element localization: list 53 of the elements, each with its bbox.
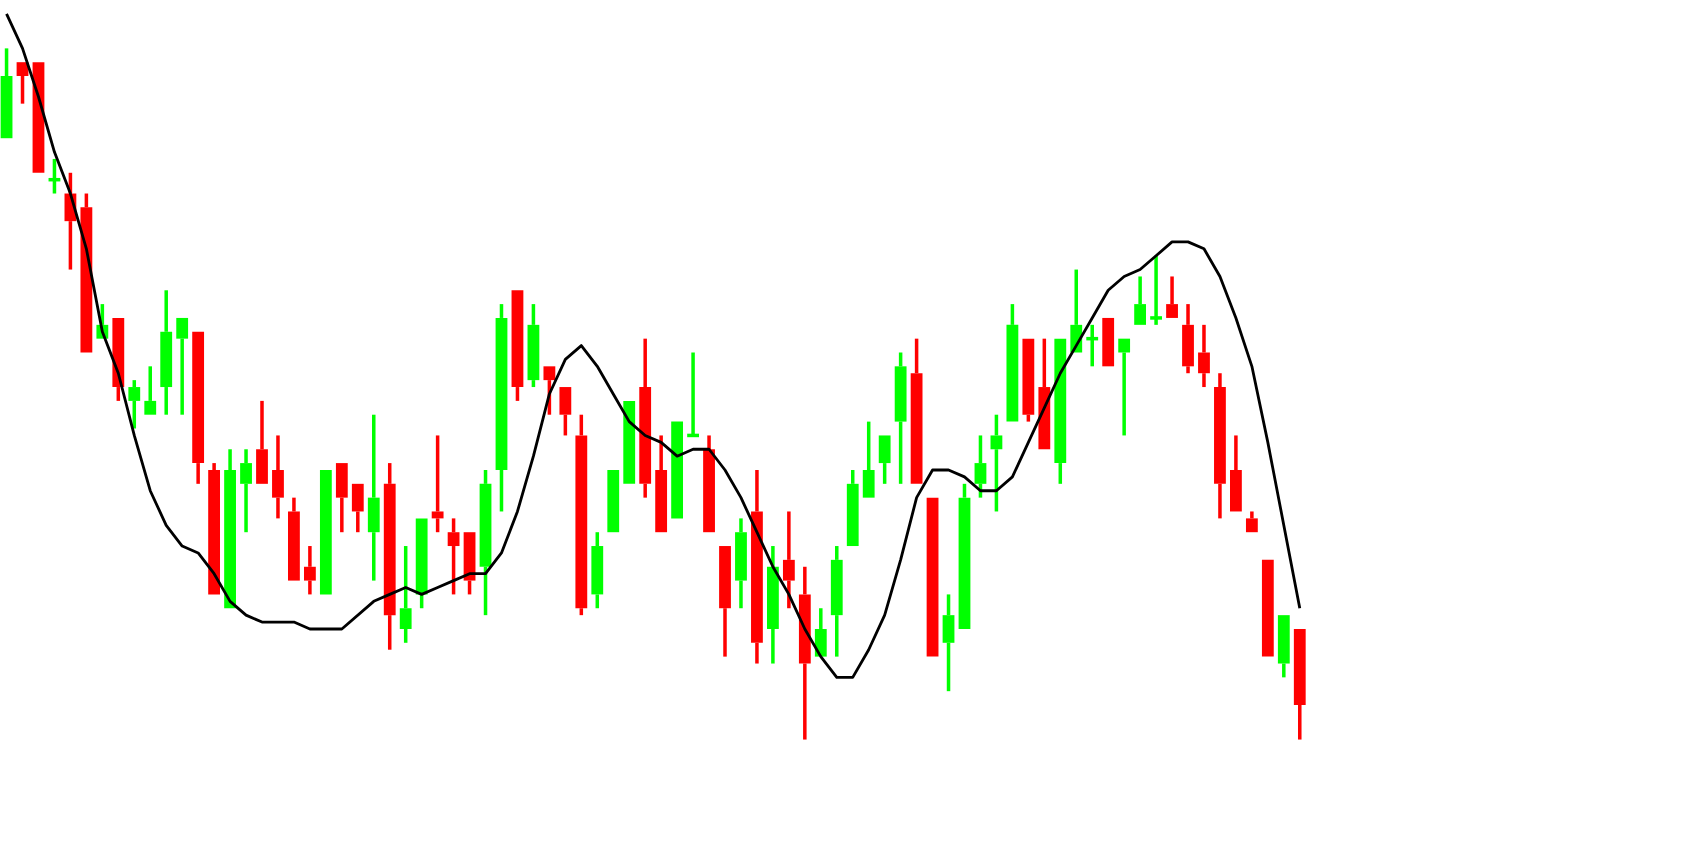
candlestick (1261, 559, 1274, 657)
candlestick (814, 608, 827, 657)
candlestick (1118, 338, 1131, 436)
candlestick (383, 463, 396, 650)
candlestick (224, 449, 236, 609)
candlestick (1134, 276, 1147, 325)
candlestick (623, 400, 636, 484)
candlestick (862, 421, 875, 498)
candlestick (367, 414, 380, 581)
candlestick (798, 566, 811, 740)
candlestick (1214, 373, 1226, 519)
candlestick (319, 470, 332, 595)
candlestick (655, 435, 668, 533)
candlestick (910, 338, 923, 484)
candlestick (1102, 317, 1115, 367)
candlestick (767, 546, 779, 664)
candlestick (1038, 338, 1051, 450)
candlestick (256, 399, 268, 484)
candlestick (272, 435, 284, 519)
candlestick (208, 463, 221, 595)
candlestick (351, 483, 364, 533)
candlestick (192, 331, 205, 484)
candlestick (1006, 304, 1019, 422)
candlestick (990, 414, 1003, 512)
candlestick (1198, 324, 1210, 389)
candlestick (160, 290, 173, 415)
candlestick (719, 546, 731, 657)
candlestick (288, 497, 300, 581)
candlestick (240, 449, 252, 533)
candlestick (607, 470, 620, 533)
candlestick (1230, 435, 1242, 512)
candlestick (671, 421, 684, 519)
candlestick (751, 470, 763, 664)
candlestick (1166, 276, 1178, 318)
candlestick (703, 435, 715, 533)
candlestick (559, 387, 572, 436)
candlestick (1277, 615, 1290, 678)
candlestick (1182, 304, 1194, 374)
candlestick (878, 435, 891, 484)
candlestick (926, 497, 939, 657)
candlestick (335, 463, 348, 533)
candlestick (176, 317, 189, 415)
candlestick (735, 518, 747, 609)
candlestick (1245, 511, 1258, 533)
candlestick (639, 338, 652, 498)
candlestick (0, 48, 13, 139)
candlestick (830, 546, 843, 657)
candlestick (144, 366, 157, 415)
candlestick (304, 546, 316, 595)
candlestick (782, 511, 795, 609)
candlestick (1293, 628, 1306, 740)
candlestick (942, 594, 955, 692)
candlestick (1054, 338, 1067, 484)
